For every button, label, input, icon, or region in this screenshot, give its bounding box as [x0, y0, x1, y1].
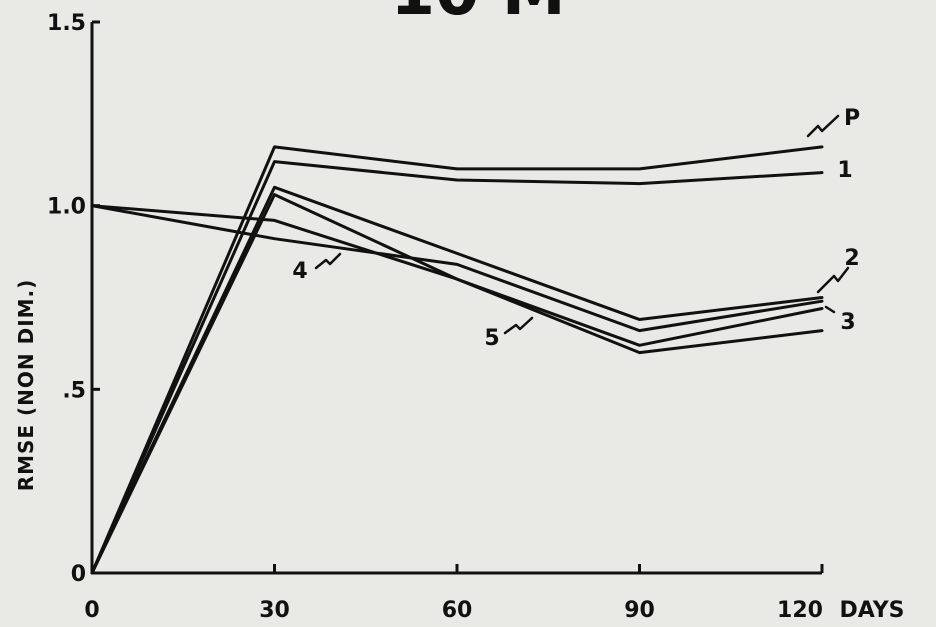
series-leader-3	[824, 305, 836, 314]
y-tick-label: 0	[71, 562, 86, 587]
series-leader-4	[314, 252, 342, 270]
series-leader-P	[806, 114, 840, 138]
y-ticks: 0 .5 1.0 1.5	[47, 11, 100, 587]
series-leader-5	[503, 316, 534, 335]
series-label-3: 3	[840, 310, 855, 335]
x-tick-label: 120	[777, 598, 823, 623]
chart-title: 10 M	[390, 0, 565, 30]
x-tick-label: 30	[259, 598, 290, 623]
x-tick-label: 90	[624, 598, 655, 623]
x-axis-unit-label: DAYS	[840, 598, 905, 623]
series-leader-2	[816, 266, 850, 294]
series-label-P: P	[844, 106, 860, 131]
series-labels: P 1 2 3 4 5	[292, 106, 860, 351]
y-tick-label: 1.0	[47, 195, 86, 220]
y-tick-label: 1.5	[47, 11, 86, 36]
x-tick-label: 60	[442, 598, 473, 623]
series-line-4	[90, 204, 824, 333]
series-line-2	[90, 185, 824, 575]
series-label-4: 4	[292, 259, 307, 284]
series-line-5	[90, 204, 824, 347]
x-tick-label: 0	[84, 598, 99, 623]
series-line-3	[90, 193, 824, 575]
y-axis-label: RMSE (NON DIM.)	[14, 279, 38, 492]
series-line-P	[90, 145, 824, 575]
series-lines	[90, 145, 824, 575]
series-label-5: 5	[484, 326, 499, 351]
series-line-1	[90, 160, 824, 575]
y-tick-label: .5	[62, 378, 86, 403]
x-ticks: 0 30 60 90 120	[84, 564, 824, 623]
series-label-1: 1	[837, 158, 852, 183]
series-label-2: 2	[844, 246, 859, 271]
